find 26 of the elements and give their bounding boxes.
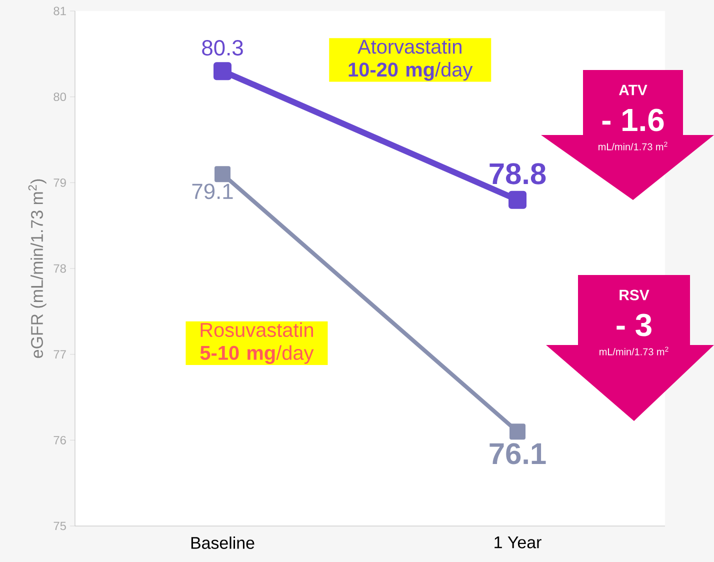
data-label: 79.1 (192, 184, 233, 200)
annotation: - 1.6 (602, 108, 664, 132)
y-tick-label: 81 (54, 6, 66, 16)
point (510, 424, 526, 440)
annotation: mL/min/1.73 m$^{2}$ (600, 346, 668, 356)
y-tick-label: 77 (54, 350, 66, 358)
y-tick-label: 76 (54, 436, 66, 444)
y-tick-label: 80 (54, 92, 66, 102)
data-label: 80.3 (202, 40, 243, 56)
data-label: 78.8 (490, 163, 546, 184)
text: Atorvastatin 10-20 mg/day (348, 39, 473, 81)
text: Rosuvastatin 5-10 mg/day (200, 322, 314, 364)
annotation: mL/min/1.73 m$^{2}$ (598, 142, 668, 150)
y-axis-title: eGFR (mL/min/1.73 m$^{2}$) (28, 179, 46, 358)
y-tick-label: 75 (54, 522, 66, 530)
x-tick-label: Baseline (191, 536, 254, 549)
annotation: - 3 (616, 314, 652, 336)
y-tick-label: 79 (54, 178, 66, 187)
point (214, 166, 230, 182)
annotation: ATV (618, 84, 648, 96)
point (214, 62, 232, 80)
y-tick-label: 78 (54, 264, 66, 273)
point (508, 190, 527, 209)
x-tick-label: 1 Year (494, 536, 542, 548)
annotation: RSV (620, 290, 650, 300)
data-label: 76.1 (490, 443, 546, 464)
